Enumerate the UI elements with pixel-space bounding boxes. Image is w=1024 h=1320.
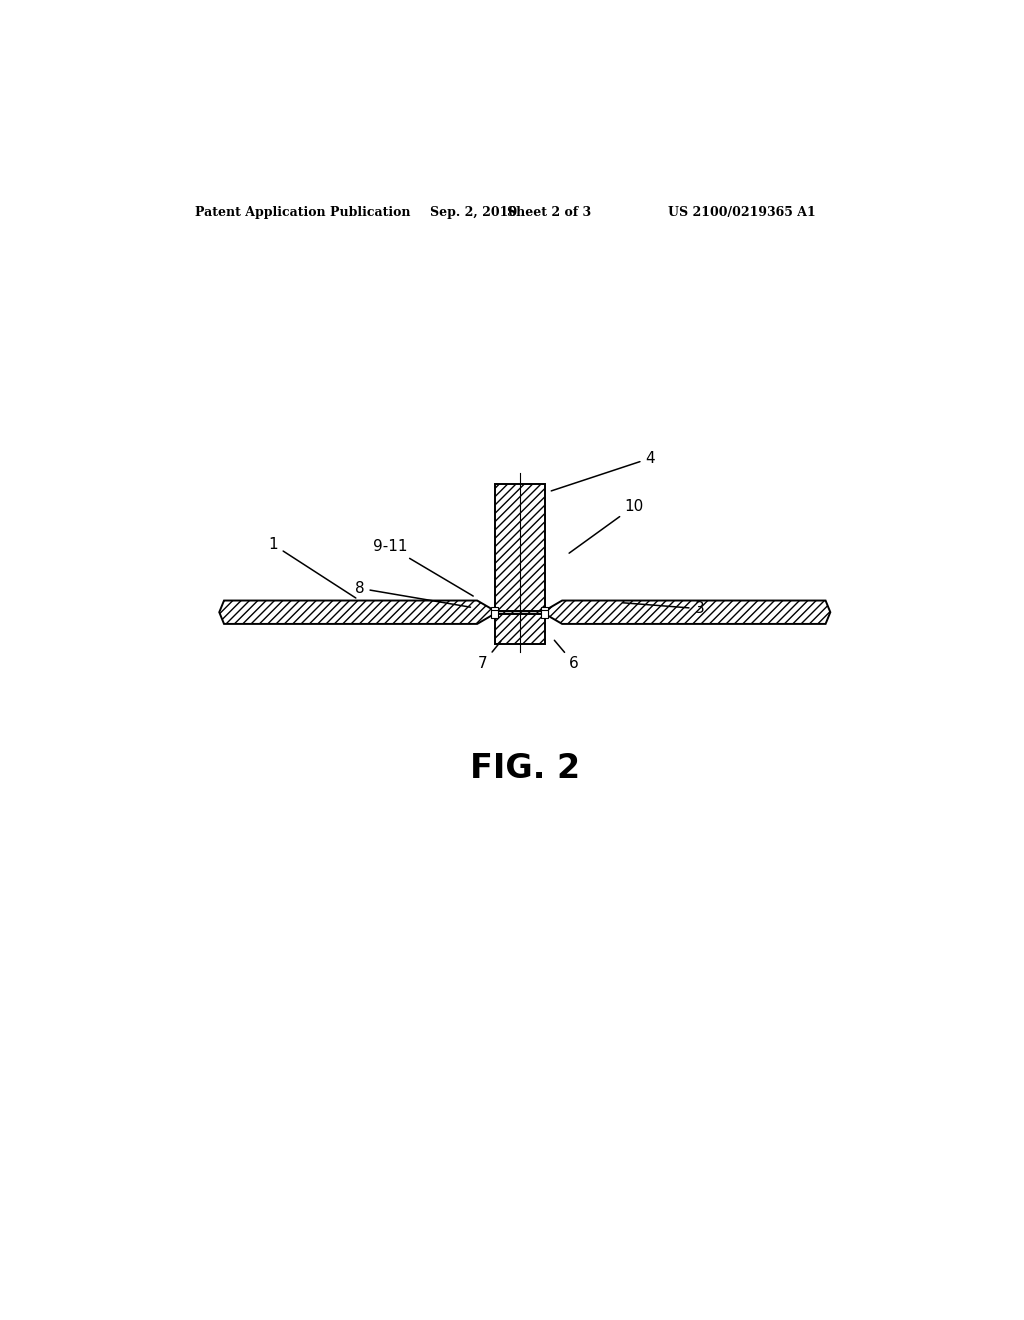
Polygon shape <box>495 483 545 611</box>
Bar <box>492 610 498 618</box>
Text: 9-11: 9-11 <box>373 539 473 597</box>
Polygon shape <box>219 601 830 624</box>
Bar <box>492 607 498 615</box>
Polygon shape <box>495 614 545 644</box>
Text: Sheet 2 of 3: Sheet 2 of 3 <box>507 206 592 219</box>
Text: 7: 7 <box>478 642 501 671</box>
Bar <box>542 607 548 615</box>
Text: Sep. 2, 2010: Sep. 2, 2010 <box>430 206 517 219</box>
Text: US 2100/0219365 A1: US 2100/0219365 A1 <box>668 206 815 219</box>
Text: 3: 3 <box>623 601 705 616</box>
Bar <box>542 610 548 618</box>
Text: Patent Application Publication: Patent Application Publication <box>196 206 411 219</box>
Text: 8: 8 <box>355 581 470 607</box>
Text: 6: 6 <box>554 640 579 671</box>
Text: 1: 1 <box>268 537 355 598</box>
Text: 4: 4 <box>551 450 655 491</box>
Text: FIG. 2: FIG. 2 <box>470 752 580 784</box>
Text: 10: 10 <box>569 499 644 553</box>
